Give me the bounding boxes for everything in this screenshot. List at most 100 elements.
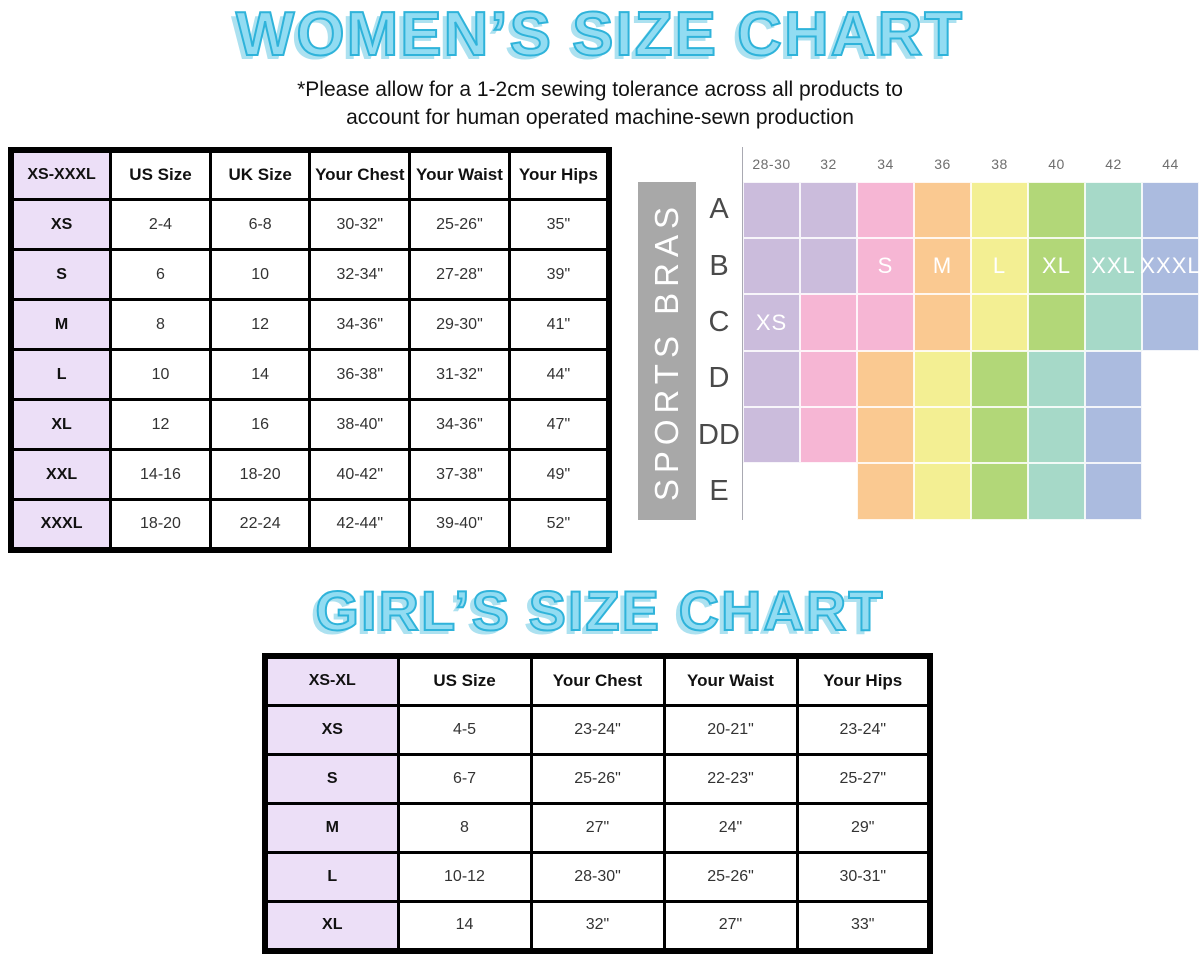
size-label-cell: XXL — [9, 448, 113, 502]
bra-grid-cell — [1085, 407, 1142, 464]
table-cell: 25-26" — [529, 753, 666, 806]
bra-grid-cell — [971, 407, 1028, 464]
bra-grid-cell — [914, 407, 971, 464]
column-header: Your Waist — [662, 654, 799, 708]
table-row: L 10-12 28-30" 25-26" 30-31" — [263, 851, 932, 904]
cup-size-label: B — [709, 249, 729, 282]
bra-grid-cell — [1028, 294, 1085, 351]
cup-size-label: A — [709, 193, 729, 226]
bra-grid-empty-cell — [800, 463, 857, 519]
top-section: XS-XXXL US Size UK Size Your Chest Your Wais… — [8, 146, 1200, 553]
column-header: US Size — [109, 148, 212, 202]
bra-grid-cell — [857, 463, 914, 520]
table-row: XS 2-4 6-8 30-32" 25-26" 35" — [9, 198, 611, 252]
table-cell: 6 — [109, 248, 212, 302]
table-cell: 44" — [507, 348, 611, 402]
table-cell: 20-21" — [662, 704, 799, 757]
table-cell: 23-24" — [529, 704, 666, 757]
table-cell: 39" — [507, 248, 611, 302]
table-cell: 47" — [507, 398, 611, 452]
table-cell: 41" — [507, 298, 611, 352]
bra-size-grid: S M L XL XXL XXXL XS — [743, 181, 1200, 520]
table-cell: 8 — [109, 298, 212, 352]
table-cell: 34-36" — [308, 298, 412, 352]
sports-bras-label-text: SPORTS BRAS — [648, 200, 685, 501]
table-cell: 14 — [396, 900, 533, 953]
table-cell: 16 — [208, 398, 312, 452]
sports-bra-size-chart: SPORTS BRAS A B C D DD E 28-30 32 34 36 38 40 42 44 … — [638, 146, 1200, 520]
bra-grid-cell — [1028, 463, 1085, 520]
table-row: S 6 10 32-34" 27-28" 39" — [9, 248, 611, 302]
sewing-tolerance-note-line1: *Please allow for a 1-2cm sewing toleran… — [297, 78, 903, 101]
band-size-headers: 28-30 32 34 36 38 40 42 44 — [743, 147, 1199, 182]
table-cell: 39-40" — [408, 498, 511, 552]
cup-size-label: D — [708, 362, 730, 395]
bra-grid-cell — [1028, 407, 1085, 464]
band-size-header: 38 — [991, 156, 1008, 173]
table-cell: 28-30" — [529, 851, 666, 904]
sewing-tolerance-note-line2: account for human operated machine-sewn … — [346, 106, 854, 130]
bra-grid-cell — [1085, 294, 1142, 351]
bra-grid-area: 28-30 32 34 36 38 40 42 44 S M L XL XXL XXXL XS — [742, 146, 1200, 520]
table-cell: 12 — [208, 298, 312, 352]
bra-grid-cell — [857, 294, 914, 351]
table-row: XS 4-5 23-24" 20-21" 23-24" — [263, 704, 932, 757]
table-cell: 25-26" — [662, 851, 799, 904]
table-cell: 38-40" — [308, 398, 412, 452]
column-header: Your Chest — [308, 148, 412, 202]
table-cell: 10 — [109, 348, 212, 402]
table-row: S 6-7 25-26" 22-23" 25-27" — [263, 753, 932, 806]
table-cell: 32" — [529, 900, 666, 953]
band-size-header: 34 — [877, 156, 894, 173]
womens-chart-title: WOMEN’S SIZE CHART — [235, 0, 965, 69]
table-cell: 37-38" — [408, 448, 511, 502]
table-row: M 8 27" 24" 29" — [263, 802, 932, 855]
column-header: XS-XL — [263, 654, 400, 708]
sports-bras-vertical-label: SPORTS BRAS — [638, 181, 696, 520]
bra-grid-cell: XXXL — [1140, 238, 1200, 295]
table-cell: 35" — [507, 198, 611, 252]
bra-grid-cell — [857, 350, 914, 407]
bra-grid-cell — [800, 350, 857, 407]
bra-grid-cell — [1142, 294, 1199, 351]
size-label-cell: L — [9, 348, 113, 402]
bra-grid-cell — [1085, 463, 1142, 520]
size-label-cell: S — [263, 753, 400, 806]
column-header: US Size — [396, 654, 533, 708]
bra-grid-cell — [743, 181, 800, 239]
table-cell: 10 — [208, 248, 312, 302]
size-label-cell: XL — [263, 900, 400, 953]
table-cell: 6-8 — [208, 198, 312, 252]
bra-grid-cell — [800, 181, 857, 239]
table-row: L 10 14 36-38" 31-32" 44" — [9, 348, 611, 402]
size-label-cell: S — [9, 248, 113, 302]
table-cell: 12 — [109, 398, 212, 452]
table-cell: 18-20 — [208, 448, 312, 502]
column-header: XS-XXXL — [9, 148, 113, 202]
table-cell: 30-31" — [795, 851, 932, 904]
table-row: XXXL 18-20 22-24 42-44" 39-40" 52" — [9, 498, 611, 552]
column-header: Your Hips — [795, 654, 932, 708]
table-cell: 24" — [662, 802, 799, 855]
column-header: Your Waist — [408, 148, 511, 202]
bra-grid-cell: XL — [1028, 238, 1085, 295]
table-row: XL 12 16 38-40" 34-36" 47" — [9, 398, 611, 452]
table-cell: 40-42" — [308, 448, 412, 502]
table-cell: 27" — [529, 802, 666, 855]
bra-grid-cell — [800, 238, 857, 295]
table-cell: 34-36" — [408, 398, 511, 452]
bra-grid-cell — [743, 407, 800, 464]
bra-grid-cell — [914, 294, 971, 351]
table-cell: 29-30" — [408, 298, 511, 352]
bra-grid-cell: L — [971, 238, 1028, 295]
band-size-header: 40 — [1048, 156, 1065, 173]
size-label-cell: XS — [9, 198, 113, 252]
size-label-cell: M — [263, 802, 400, 855]
cup-size-labels: A B C D DD E — [696, 182, 742, 520]
band-size-header: 28-30 — [752, 156, 791, 173]
bra-grid-cell: XXL — [1085, 238, 1142, 295]
bra-grid-cell — [1085, 350, 1142, 407]
bra-grid-cell: S — [857, 238, 914, 295]
table-cell: 6-7 — [396, 753, 533, 806]
